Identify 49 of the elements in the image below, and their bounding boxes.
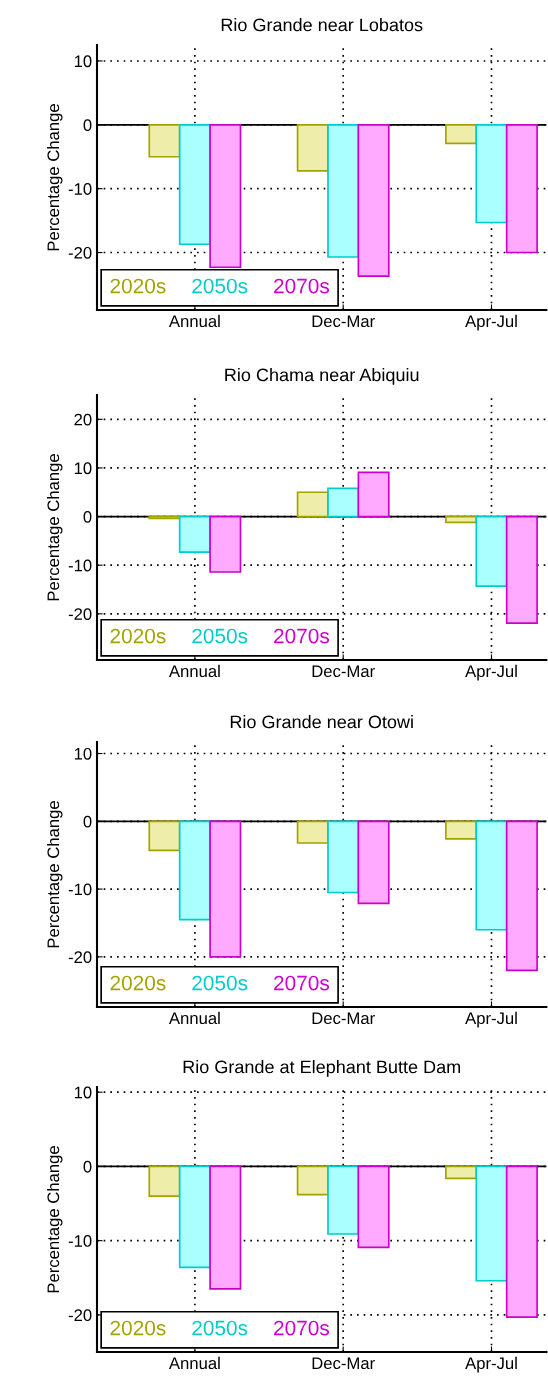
y-tick-label: 10 <box>74 55 92 68</box>
y-tick-label: 0 <box>83 119 92 132</box>
text: 2020s <box>110 1320 166 1336</box>
text: 2020s <box>110 628 166 644</box>
text: 2070s <box>274 628 330 644</box>
chart-title: Rio Grande at Elephant Butte Dam <box>183 1060 460 1077</box>
text: 2050s <box>192 975 248 991</box>
y-axis-title: Percentage Change <box>46 801 63 948</box>
y-tick-label: -10 <box>68 183 92 195</box>
x-tick-label: Annual <box>168 664 220 678</box>
chart-title: Rio Chama near Abiquiu <box>225 368 419 385</box>
y-tick-label: 10 <box>74 1086 92 1099</box>
y-axis-title: Percentage Change <box>46 454 63 601</box>
x-tick-label: Annual <box>168 314 220 328</box>
text: 2020s <box>110 975 166 991</box>
text: 2020s <box>110 278 166 294</box>
text: 2070s <box>274 1320 330 1336</box>
x-tick-label: Dec-Mar <box>312 1357 375 1370</box>
y-tick-label: -20 <box>68 246 92 259</box>
chart-title: Rio Grande near Otowi <box>230 715 413 729</box>
y-axis-title: Percentage Change <box>46 104 63 251</box>
x-tick-label: Apr-Jul <box>465 314 517 331</box>
y-tick-label: -20 <box>68 1309 92 1322</box>
text: 2050s <box>192 1320 248 1336</box>
y-tick-label: -20 <box>68 951 92 964</box>
chart-title: Rio Grande near Lobatos <box>221 18 423 32</box>
x-tick-label: Annual <box>168 1011 220 1025</box>
y-tick-label: 0 <box>83 510 92 523</box>
series-label: 2070s <box>274 975 330 991</box>
x-tick-label: Dec-Mar <box>312 315 375 328</box>
x-tick-label: Annual <box>168 1356 220 1370</box>
x-tick-label: Apr-Jul <box>465 1356 517 1373</box>
y-tick-label: 0 <box>83 1160 92 1173</box>
text: 2050s <box>192 628 248 644</box>
x-tick-label: Dec-Mar <box>312 1012 375 1025</box>
series-label: 2070s <box>274 278 330 294</box>
y-tick-label: 20 <box>74 413 92 426</box>
y-tick-label: -10 <box>68 883 92 896</box>
x-tick-label: Dec-Mar <box>312 665 375 678</box>
y-tick-label: 0 <box>83 815 92 828</box>
y-tick-label: 10 <box>74 747 92 760</box>
y-tick-label: -10 <box>68 559 92 572</box>
x-tick-label: Apr-Jul <box>465 1011 517 1028</box>
x-tick-label: Apr-Jul <box>465 664 517 681</box>
y-tick-label: -10 <box>68 1235 92 1247</box>
y-tick-label: 10 <box>74 462 92 475</box>
series-label: 2050s <box>192 278 248 294</box>
y-tick-label: -20 <box>68 608 92 621</box>
y-axis-title: Percentage Change <box>46 1146 63 1293</box>
